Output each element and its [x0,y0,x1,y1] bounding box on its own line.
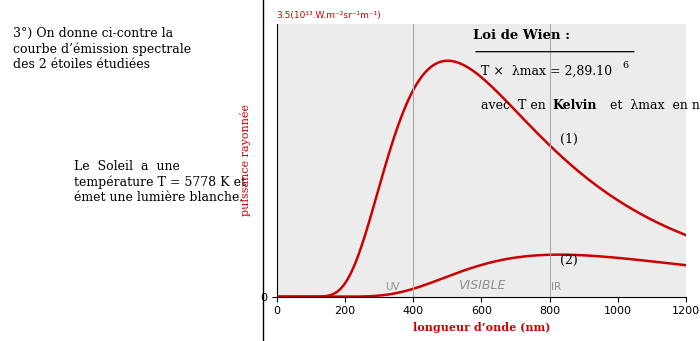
Text: (2): (2) [560,254,577,267]
Text: UV: UV [385,282,400,292]
Text: puissance rayonnée: puissance rayonnée [240,104,251,216]
Text: 3°) On donne ci-contre la
courbe d’émission spectrale
des 2 étoiles étudiées: 3°) On donne ci-contre la courbe d’émiss… [13,27,191,71]
X-axis label: longueur d’onde (nm): longueur d’onde (nm) [412,322,550,333]
Text: Kelvin: Kelvin [553,99,597,112]
Text: avec  T en: avec T en [482,99,554,112]
Text: IR: IR [552,282,561,292]
Text: VISIBLE: VISIBLE [458,279,505,292]
Text: T ×  λmax = 2,89.10: T × λmax = 2,89.10 [482,65,612,78]
Text: Loi de Wien :: Loi de Wien : [473,29,570,42]
Text: Le  Soleil  a  une
température T = 5778 K et
émet une lumière blanche.: Le Soleil a une température T = 5778 K e… [74,160,246,204]
Text: 3.5(10¹³.W.m⁻²sr⁻¹m⁻¹): 3.5(10¹³.W.m⁻²sr⁻¹m⁻¹) [276,11,382,20]
Text: (1): (1) [560,133,577,146]
Text: 6: 6 [622,61,629,70]
Text: et  λmax  en nm: et λmax en nm [602,99,700,112]
